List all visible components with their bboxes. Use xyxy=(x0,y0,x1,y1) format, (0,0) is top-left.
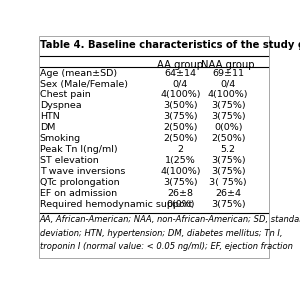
Text: Age (mean±SD): Age (mean±SD) xyxy=(40,69,117,77)
Text: Smoking: Smoking xyxy=(40,134,81,143)
Text: Table 4. Baseline characteristics of the study groups.: Table 4. Baseline characteristics of the… xyxy=(40,40,300,50)
Text: 64±14: 64±14 xyxy=(164,69,196,77)
Text: 3(75%): 3(75%) xyxy=(211,200,245,209)
Text: HTN: HTN xyxy=(40,112,60,121)
Text: 3(50%): 3(50%) xyxy=(163,102,198,111)
Text: DM: DM xyxy=(40,123,55,132)
Text: Dyspnea: Dyspnea xyxy=(40,102,82,111)
Text: ST elevation: ST elevation xyxy=(40,156,99,165)
Text: 2: 2 xyxy=(178,146,184,155)
Text: 69±11: 69±11 xyxy=(212,69,244,77)
Text: T wave inversions: T wave inversions xyxy=(40,167,125,176)
Text: 3(75%): 3(75%) xyxy=(211,112,245,121)
Text: 0/4: 0/4 xyxy=(220,79,236,88)
Text: 3(75%): 3(75%) xyxy=(211,167,245,176)
Text: 2(50%): 2(50%) xyxy=(163,123,198,132)
Text: EF on admission: EF on admission xyxy=(40,189,117,198)
Text: AA, African-American; NAA, non-African-American; SD, standard: AA, African-American; NAA, non-African-A… xyxy=(40,215,300,224)
Text: 3(75%): 3(75%) xyxy=(211,102,245,111)
Text: 3(75%): 3(75%) xyxy=(211,156,245,165)
Text: 4(100%): 4(100%) xyxy=(160,91,201,100)
Text: 0/4: 0/4 xyxy=(173,79,188,88)
Text: Peak Tn l(ng/ml): Peak Tn l(ng/ml) xyxy=(40,146,118,155)
Text: AA group: AA group xyxy=(158,61,203,70)
Text: Required hemodynamic support: Required hemodynamic support xyxy=(40,200,192,209)
Text: Sex (Male/Female): Sex (Male/Female) xyxy=(40,79,128,88)
Text: troponin I (normal value: < 0.05 ng/ml); EF, ejection fraction: troponin I (normal value: < 0.05 ng/ml);… xyxy=(40,242,293,251)
Text: 26±4: 26±4 xyxy=(215,189,241,198)
Text: 5.2: 5.2 xyxy=(220,146,236,155)
Text: 1(25%: 1(25% xyxy=(165,156,196,165)
Text: deviation; HTN, hypertension; DM, diabetes mellitus; Tn I,: deviation; HTN, hypertension; DM, diabet… xyxy=(40,229,282,238)
Text: QTc prolongation: QTc prolongation xyxy=(40,178,119,187)
Text: 26±8: 26±8 xyxy=(167,189,194,198)
Text: Chest pain: Chest pain xyxy=(40,91,91,100)
Text: 3(75%): 3(75%) xyxy=(163,178,198,187)
Text: 4(100%): 4(100%) xyxy=(160,167,201,176)
Text: 2(50%): 2(50%) xyxy=(163,134,198,143)
Text: 0(0%): 0(0%) xyxy=(214,123,242,132)
Text: 0(0%): 0(0%) xyxy=(166,200,195,209)
Text: 2(50%): 2(50%) xyxy=(211,134,245,143)
Text: 4(100%): 4(100%) xyxy=(208,91,248,100)
Text: 3(75%): 3(75%) xyxy=(163,112,198,121)
Text: NAA group: NAA group xyxy=(201,61,255,70)
Text: 3( 75%): 3( 75%) xyxy=(209,178,247,187)
